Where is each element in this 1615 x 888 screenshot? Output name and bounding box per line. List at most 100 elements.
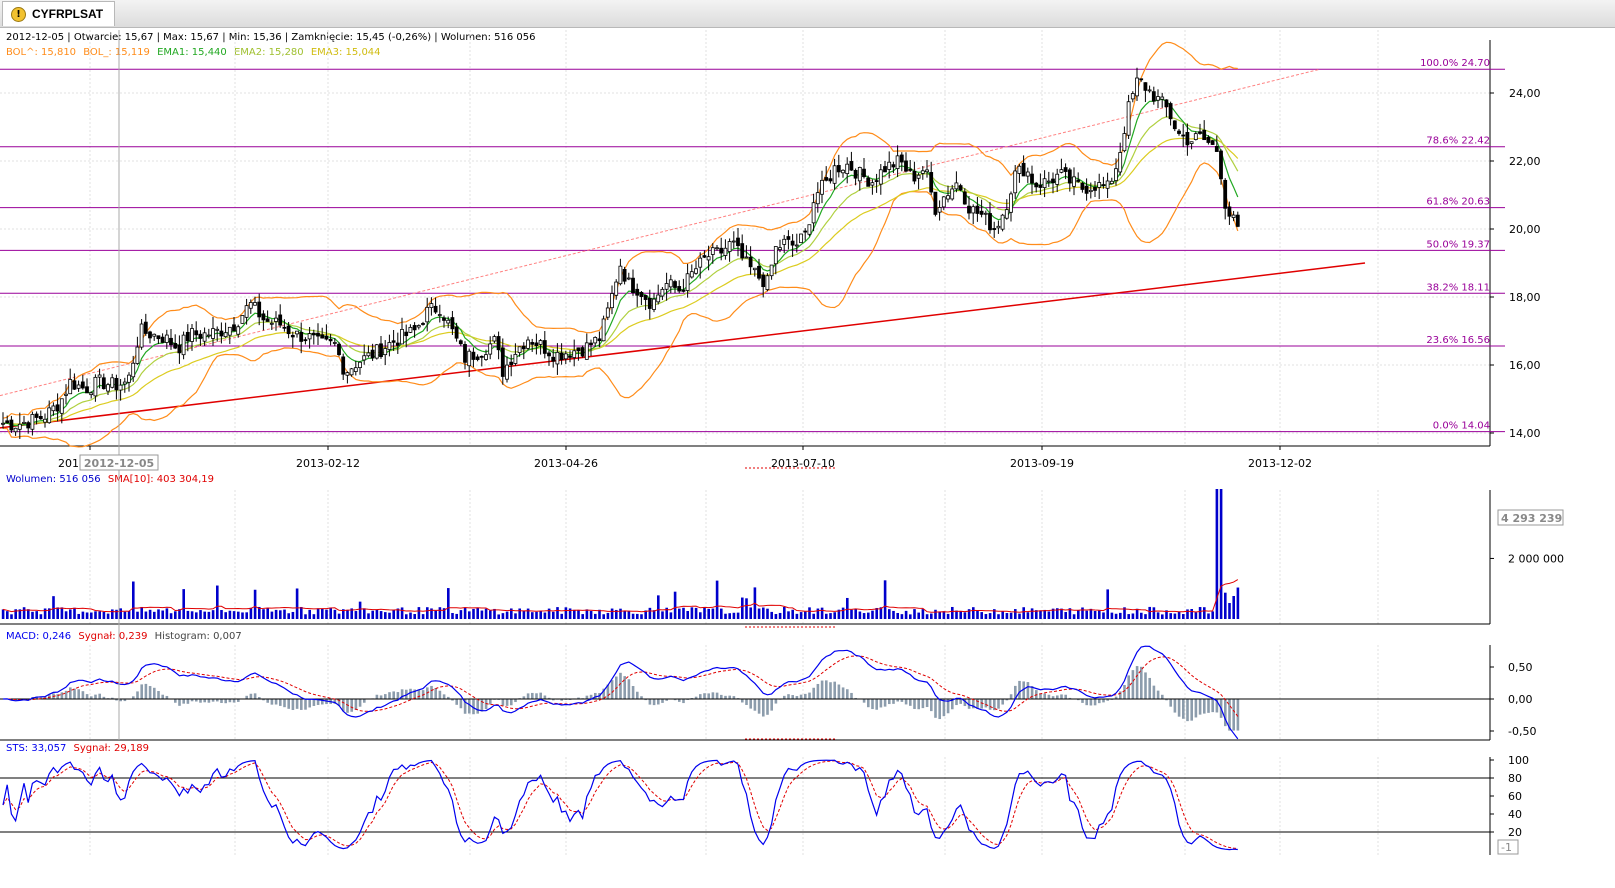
volume-bar	[678, 608, 681, 619]
candle-body	[513, 353, 518, 364]
candle-body	[568, 355, 572, 358]
candle-body	[618, 265, 623, 285]
volume-max-label: 4 293 239	[1501, 512, 1562, 525]
macd-histogram-bar	[312, 699, 316, 706]
volume-panel[interactable]: 2 000 000 4 293 239	[1, 489, 1564, 619]
macd-histogram-bar	[921, 699, 925, 709]
candle-body	[702, 255, 707, 258]
volume-bar	[589, 611, 593, 619]
candle-body	[559, 352, 564, 361]
macd-histogram-bar	[136, 691, 139, 699]
price-tick-label: 20,00	[1509, 223, 1541, 236]
candle-body	[719, 247, 724, 254]
candle-body	[828, 178, 833, 182]
volume-bar	[312, 614, 316, 619]
volume-bar	[703, 607, 706, 619]
candle-body	[442, 317, 446, 321]
macd-histogram-bar	[661, 699, 664, 703]
chart-area[interactable]: 14,00 16,00 18,00 20,00 22,00 24,00 2013-02-12…	[0, 28, 1615, 888]
macd-histogram-bar	[123, 699, 127, 702]
macd-histogram-bar	[115, 699, 118, 701]
volume-bar	[153, 611, 156, 619]
candle-body	[106, 384, 110, 392]
macd-histogram-bar	[472, 699, 475, 715]
candle-body	[1118, 152, 1123, 173]
candle-body	[446, 319, 451, 324]
volume-bar	[1161, 614, 1164, 619]
macd-histogram-bar	[1077, 699, 1080, 701]
candle-body	[1042, 178, 1047, 189]
macd-histogram-bar	[988, 699, 992, 710]
volume-bar	[442, 608, 446, 619]
sts-signal-label: Sygnał: 29,189	[73, 743, 149, 754]
fib-label: 61.8% 20.63	[1426, 197, 1490, 208]
volume-bar	[241, 612, 244, 619]
candle-body	[639, 291, 644, 297]
macd-histogram-bar	[560, 699, 563, 701]
macd-histogram-bar	[279, 699, 282, 706]
macd-panel[interactable]: 0,50 0,00 -0,50	[0, 645, 1536, 740]
volume-bar	[879, 607, 883, 619]
volume-bar	[514, 613, 517, 619]
trendline-lower	[0, 262, 1366, 429]
candle-body	[475, 356, 480, 360]
candle-body	[471, 351, 476, 360]
macd-info: MACD: 0,246 Sygnał: 0,239 Histogram: 0,0…	[6, 631, 246, 642]
volume-bar	[182, 589, 185, 619]
volume-bar	[161, 610, 164, 619]
candle-body	[324, 335, 329, 340]
price-tick-label: 22,00	[1509, 155, 1541, 168]
volume-bar	[1072, 614, 1076, 619]
volume-bar	[48, 608, 51, 619]
volume-bar	[27, 609, 30, 619]
macd-histogram-bar	[400, 689, 404, 699]
volume-bar	[417, 607, 421, 619]
candle-body	[148, 331, 152, 339]
date-tick-label-partial: 201	[58, 457, 79, 470]
volume-bar	[522, 610, 526, 619]
candle-body	[1017, 165, 1022, 174]
macd-histogram-bar	[1030, 686, 1034, 699]
volume-bar	[699, 612, 702, 619]
macd-histogram-bar	[610, 680, 614, 699]
macd-histogram-bar	[375, 694, 379, 699]
sts-panel[interactable]: 100 80 60 40 20 -1	[0, 754, 1529, 855]
macd-histogram-bar	[543, 695, 547, 699]
volume-bar	[1119, 612, 1122, 619]
volume-bar	[52, 596, 55, 619]
candle-body	[152, 333, 157, 337]
volume-bar	[1018, 613, 1021, 619]
macd-histogram-bar	[1194, 699, 1198, 718]
candle-body	[118, 384, 123, 391]
macd-histogram-bar	[896, 699, 899, 702]
candle-body	[1025, 171, 1030, 177]
price-panel[interactable]: 14,00 16,00 18,00 20,00 22,00 24,00 2013-02-12…	[0, 41, 1541, 470]
volume-bar	[43, 608, 47, 619]
volume-bar	[812, 613, 815, 619]
candle-body	[97, 374, 102, 378]
candle-body	[610, 293, 614, 309]
macd-histogram-bar	[514, 699, 517, 703]
volume-bar	[1, 609, 5, 619]
macd-histogram-bar	[73, 688, 76, 699]
macd-histogram-bar	[652, 699, 656, 706]
macd-histogram-bar	[917, 699, 920, 710]
volume-bar	[375, 609, 379, 619]
candle-body	[286, 325, 291, 335]
candle-body	[1055, 173, 1060, 185]
candle-body	[68, 379, 73, 395]
macd-histogram-bar	[358, 699, 362, 707]
macd-histogram-bar	[531, 692, 534, 699]
candle-body	[845, 163, 850, 175]
macd-histogram-bar	[795, 696, 799, 699]
volume-bar	[930, 613, 933, 619]
candle-body	[551, 356, 556, 362]
volume-bar	[115, 609, 118, 619]
tab-cyfrplsat[interactable]: ! CYFRPLSAT	[2, 1, 115, 26]
candle-body	[526, 339, 530, 349]
candle-body	[584, 342, 589, 360]
volume-bar	[1207, 613, 1210, 619]
volume-bar	[783, 606, 786, 619]
candle-body	[631, 277, 635, 294]
volume-bar	[993, 609, 996, 619]
